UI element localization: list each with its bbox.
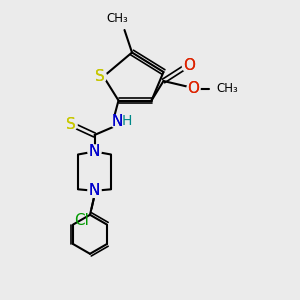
Circle shape xyxy=(93,70,106,83)
Circle shape xyxy=(88,145,101,158)
Text: Cl: Cl xyxy=(74,212,89,227)
Text: O: O xyxy=(183,58,195,74)
Circle shape xyxy=(88,184,101,197)
Circle shape xyxy=(64,118,77,131)
Circle shape xyxy=(187,82,200,95)
Text: S: S xyxy=(95,69,105,84)
Text: N: N xyxy=(89,183,100,198)
Text: N: N xyxy=(89,144,100,159)
Text: O: O xyxy=(188,81,200,96)
Text: N: N xyxy=(89,144,100,159)
Text: H: H xyxy=(122,115,132,128)
Circle shape xyxy=(110,115,124,128)
Text: N: N xyxy=(111,114,123,129)
Text: CH₃: CH₃ xyxy=(216,82,238,95)
Text: S: S xyxy=(66,117,75,132)
Text: CH₃: CH₃ xyxy=(106,13,128,26)
Text: S: S xyxy=(95,69,105,84)
Text: N: N xyxy=(89,183,100,198)
Text: O: O xyxy=(183,58,195,74)
Text: N: N xyxy=(111,114,123,129)
Circle shape xyxy=(182,59,196,73)
Text: O: O xyxy=(188,81,200,96)
Text: S: S xyxy=(66,117,75,132)
